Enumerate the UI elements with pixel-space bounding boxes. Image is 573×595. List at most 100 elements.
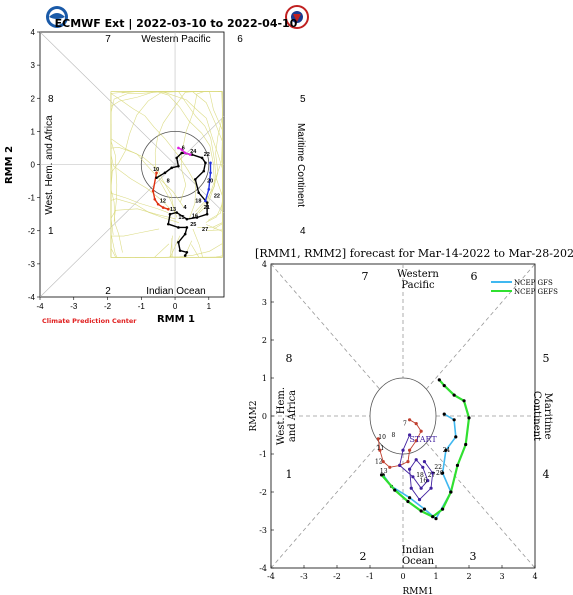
chart1-phase-6: 6 xyxy=(237,34,243,45)
chart2-phase-7: 7 xyxy=(362,270,369,283)
chart1-region-bottom: Indian Ocean xyxy=(146,286,206,297)
chart2-point xyxy=(406,460,410,464)
chart1-phase-7: 7 xyxy=(105,34,111,45)
chart1-point xyxy=(155,176,158,180)
chart2-point xyxy=(408,496,412,500)
chart1-point xyxy=(204,161,207,165)
chart1-ensemble-track xyxy=(110,91,207,235)
chart1-point-label: 10 xyxy=(153,167,159,173)
chart2-point xyxy=(454,435,458,439)
chart2-start-label: START xyxy=(409,435,437,444)
chart2-region-right: MaritimeContinent xyxy=(531,391,553,441)
chart1-ensemble-track xyxy=(110,91,215,221)
chart1-ensemble-tracks xyxy=(110,91,223,258)
chart1-point-label: 22 xyxy=(204,152,210,158)
chart2-region-bottom: Indian Ocean xyxy=(402,545,435,567)
chart1-point-label: 15 xyxy=(178,215,184,221)
chart1-point xyxy=(178,249,182,252)
chart1-point xyxy=(175,211,179,214)
chart2-phase-1: 1 xyxy=(286,468,293,481)
chart1-series xyxy=(151,146,212,257)
chart1-point-label: 8 xyxy=(167,179,170,185)
chart2-point-label: 13 xyxy=(380,468,388,475)
chart2-point xyxy=(417,498,422,502)
chart1-point xyxy=(197,191,200,194)
chart1-point xyxy=(177,146,180,150)
nws-logo xyxy=(285,5,309,29)
chart2-xtick-label: 3 xyxy=(499,572,504,581)
chart2-point xyxy=(406,499,410,504)
chart2-phase-4: 4 xyxy=(543,468,550,481)
chart2-point xyxy=(408,467,412,471)
chart1-point xyxy=(204,199,207,203)
chart1-point xyxy=(183,151,187,155)
chart2-point xyxy=(379,473,384,477)
chart2-point xyxy=(444,448,448,452)
chart2-xtick-label: -2 xyxy=(333,572,341,581)
chart1-phase-8: 8 xyxy=(48,94,54,105)
chart1-region-right: Maritime Continent xyxy=(295,123,306,207)
chart2-point xyxy=(414,422,418,426)
chart1-ensemble-track xyxy=(135,238,223,258)
chart1-point xyxy=(205,212,209,216)
chart1-ensemble-track xyxy=(110,124,172,258)
chart2-point xyxy=(376,437,380,441)
chart1-point-label: 25 xyxy=(190,222,196,228)
chart2-point xyxy=(431,515,435,519)
chart1-point xyxy=(175,156,179,160)
chart2-unit-circle xyxy=(369,377,437,455)
chart1-point xyxy=(177,241,180,244)
chart2-legend: NCEP GFS NCEP GEFS xyxy=(491,279,558,296)
chart1-point-label: 6 xyxy=(182,146,185,152)
chart1-point xyxy=(209,171,212,175)
chart1-ytick-label: -1 xyxy=(28,194,36,203)
chart1-point-label: 24 xyxy=(190,149,197,155)
chart2-point xyxy=(411,475,415,479)
chart2-point xyxy=(401,448,405,452)
chart2-region-left: West. Hem.and Africa xyxy=(276,387,298,445)
chart2-series-line-ensemble-members xyxy=(399,434,434,501)
chart2-point xyxy=(422,507,427,511)
chart1-xtick-label: -2 xyxy=(104,302,112,311)
chart2-ytick-label: 0 xyxy=(262,412,267,421)
chart1-xtick-label: -1 xyxy=(138,302,146,311)
chart2-ytick-label: 2 xyxy=(262,336,267,345)
chart2-point xyxy=(422,460,427,464)
legend-gfs-label: NCEP GFS xyxy=(514,279,553,287)
chart1-ytick-label: -3 xyxy=(28,260,36,269)
chart1-ensemble-track xyxy=(110,222,160,258)
chart1-title: ECMWF Ext | 2022-03-10 to 2022-04-10 xyxy=(55,17,298,30)
chart2-point xyxy=(419,486,423,490)
noaa-logo xyxy=(46,6,68,28)
chart1-unit-circle xyxy=(140,130,210,199)
chart1-phase-5: 5 xyxy=(300,94,306,105)
chart2-point-label: 11 xyxy=(377,445,385,452)
chart1-ytick-label: 3 xyxy=(31,61,36,70)
chart1-ensemble-track xyxy=(192,228,223,258)
chart2-phase-6: 6 xyxy=(471,270,478,283)
chart2-xtick-label: 1 xyxy=(433,572,438,581)
chart2-ylabel: RMM2 xyxy=(249,401,259,432)
chart2-xlabel: RMM1 xyxy=(403,587,434,595)
chart2-point-label: 22 xyxy=(434,464,442,471)
chart2-point xyxy=(414,458,418,462)
chart1-point xyxy=(177,226,180,229)
chart2-point xyxy=(414,439,418,443)
legend-gefs-label: NCEP GEFS xyxy=(514,288,558,296)
chart1-point xyxy=(156,202,160,206)
chart1-diag-a xyxy=(39,31,225,213)
chart2-point-label: 24 xyxy=(443,447,451,454)
chart2-point xyxy=(452,393,456,397)
chart2-point xyxy=(441,507,445,511)
chart2-point xyxy=(421,465,425,469)
chart2-xtick-label: -4 xyxy=(267,572,275,581)
chart1-ensemble-track xyxy=(110,208,176,258)
chart1-point xyxy=(170,166,173,170)
chart1-point-label: 27 xyxy=(202,227,208,233)
chart2-point xyxy=(408,448,412,452)
chart2-point xyxy=(409,486,413,490)
chart2-xtick-label: 2 xyxy=(466,572,471,581)
chart2-point xyxy=(398,463,402,467)
